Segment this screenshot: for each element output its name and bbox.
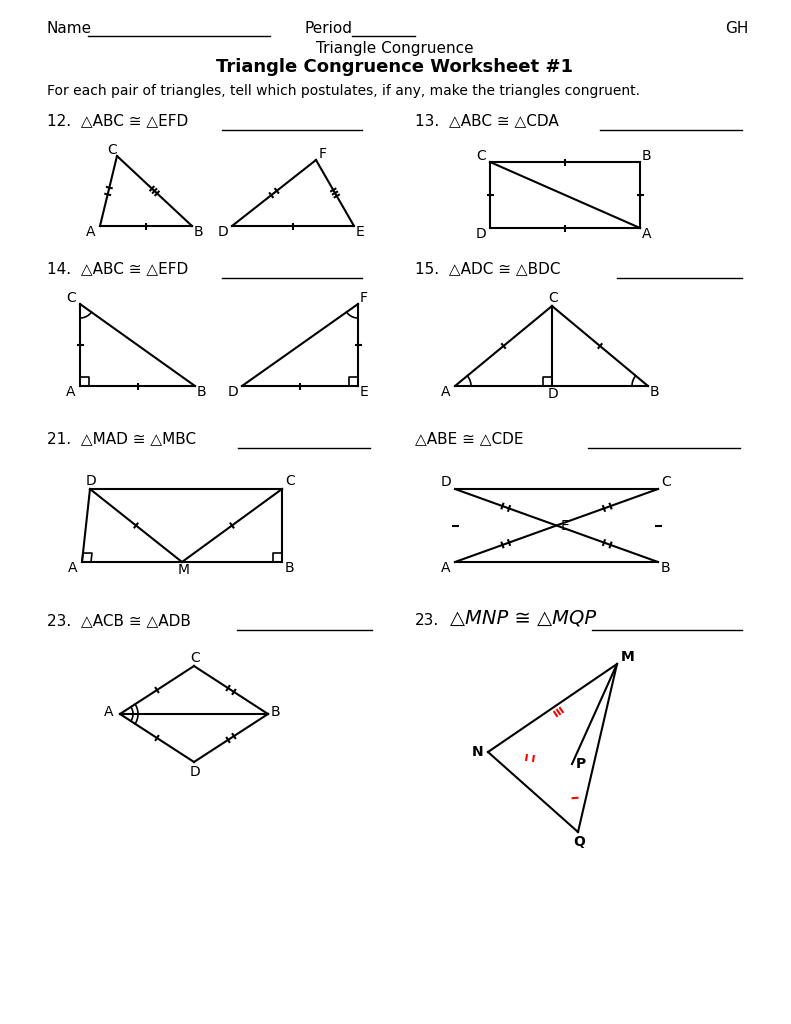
Text: △ABE ≅ △CDE: △ABE ≅ △CDE <box>415 431 524 446</box>
Text: GH: GH <box>725 22 748 36</box>
Text: D: D <box>218 225 229 239</box>
Text: B: B <box>194 225 203 239</box>
Text: 15.  △ADC ≅ △BDC: 15. △ADC ≅ △BDC <box>415 261 561 276</box>
Text: 14.  △ABC ≅ △EFD: 14. △ABC ≅ △EFD <box>47 261 188 276</box>
Text: B: B <box>642 150 652 163</box>
Text: D: D <box>228 385 239 399</box>
Text: E: E <box>360 385 369 399</box>
Text: A: A <box>441 385 451 399</box>
Text: Period: Period <box>305 22 353 36</box>
Text: D: D <box>441 475 452 489</box>
Text: B: B <box>271 705 281 719</box>
Text: 21.  △MAD ≅ △MBC: 21. △MAD ≅ △MBC <box>47 431 196 446</box>
Text: N: N <box>472 745 483 759</box>
Text: B: B <box>285 561 294 575</box>
Text: D: D <box>548 387 558 401</box>
Text: M: M <box>621 650 634 664</box>
Text: E: E <box>356 225 365 239</box>
Text: E: E <box>561 518 570 532</box>
Text: M: M <box>178 563 190 577</box>
Text: Triangle Congruence: Triangle Congruence <box>316 41 474 56</box>
Text: D: D <box>86 474 97 488</box>
Text: P: P <box>576 757 586 771</box>
Text: F: F <box>360 291 368 305</box>
Text: C: C <box>107 143 117 157</box>
Text: B: B <box>650 385 660 399</box>
Text: A: A <box>642 227 652 241</box>
Text: A: A <box>68 561 78 575</box>
Text: D: D <box>476 227 486 241</box>
Text: Name: Name <box>47 22 92 36</box>
Text: C: C <box>190 651 200 665</box>
Text: A: A <box>104 705 113 719</box>
Text: 23.: 23. <box>415 613 439 628</box>
Text: F: F <box>319 147 327 161</box>
Text: A: A <box>86 225 96 239</box>
Text: C: C <box>661 475 671 489</box>
Text: Triangle Congruence Worksheet #1: Triangle Congruence Worksheet #1 <box>217 58 573 76</box>
Text: 23.  △ACB ≅ △ADB: 23. △ACB ≅ △ADB <box>47 613 191 628</box>
Text: Q: Q <box>573 835 585 849</box>
Text: C: C <box>548 291 558 305</box>
Text: C: C <box>285 474 295 488</box>
Text: For each pair of triangles, tell which postulates, if any, make the triangles co: For each pair of triangles, tell which p… <box>47 84 640 98</box>
Text: C: C <box>476 150 486 163</box>
Text: A: A <box>441 561 451 575</box>
Text: A: A <box>66 385 75 399</box>
Text: △MNP ≅ △MQP: △MNP ≅ △MQP <box>450 609 596 628</box>
Text: B: B <box>661 561 671 575</box>
Text: D: D <box>190 765 201 779</box>
Text: B: B <box>197 385 206 399</box>
Text: C: C <box>66 291 76 305</box>
Text: 12.  △ABC ≅ △EFD: 12. △ABC ≅ △EFD <box>47 113 188 128</box>
Text: 13.  △ABC ≅ △CDA: 13. △ABC ≅ △CDA <box>415 113 558 128</box>
